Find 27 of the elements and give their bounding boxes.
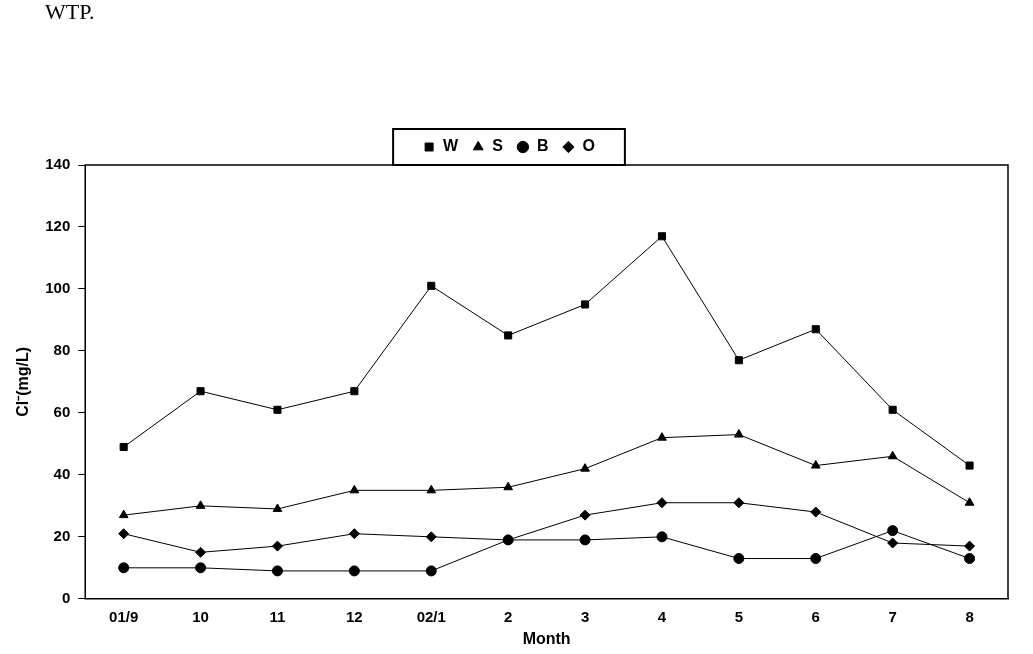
- x-tick-label: 4: [657, 607, 667, 625]
- legend-label: W: [443, 137, 460, 155]
- legend-label: S: [492, 137, 504, 155]
- x-tick-label: 6: [811, 607, 820, 625]
- y-tick-label: 120: [45, 217, 71, 235]
- y-tick-label: 20: [53, 526, 71, 544]
- x-tick-label: 3: [580, 607, 590, 625]
- x-tick-label: 10: [192, 607, 209, 625]
- y-tick-label: 100: [45, 279, 71, 297]
- x-tick-label: 12: [346, 607, 363, 625]
- legend-label: B: [536, 137, 549, 155]
- y-tick-label: 80: [53, 341, 71, 359]
- x-tick-label: 11: [269, 607, 286, 625]
- text: WTP.: [45, 0, 95, 24]
- y-tick-label: 0: [61, 588, 71, 606]
- x-tick-label: 02/1: [416, 607, 446, 625]
- y-tick-label: 140: [45, 155, 71, 173]
- x-tick-label: 7: [888, 607, 897, 625]
- x-axis-title: Month: [522, 629, 571, 647]
- y-tick-label: 60: [53, 403, 71, 421]
- x-tick-label: 5: [734, 607, 744, 625]
- x-tick-label: 8: [965, 607, 974, 625]
- legend-label: O: [582, 137, 595, 155]
- x-tick-label: 2: [503, 607, 513, 625]
- y-axis-title: Cl⁻(mg/L): [14, 346, 32, 417]
- y-tick-label: 40: [53, 465, 71, 482]
- x-tick-label: 01/9: [109, 607, 139, 625]
